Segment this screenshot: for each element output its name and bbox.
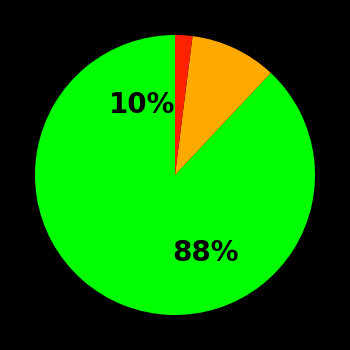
- Wedge shape: [175, 35, 192, 175]
- Wedge shape: [175, 36, 271, 175]
- Text: 88%: 88%: [173, 239, 239, 267]
- Wedge shape: [35, 35, 315, 315]
- Text: 10%: 10%: [109, 91, 175, 119]
